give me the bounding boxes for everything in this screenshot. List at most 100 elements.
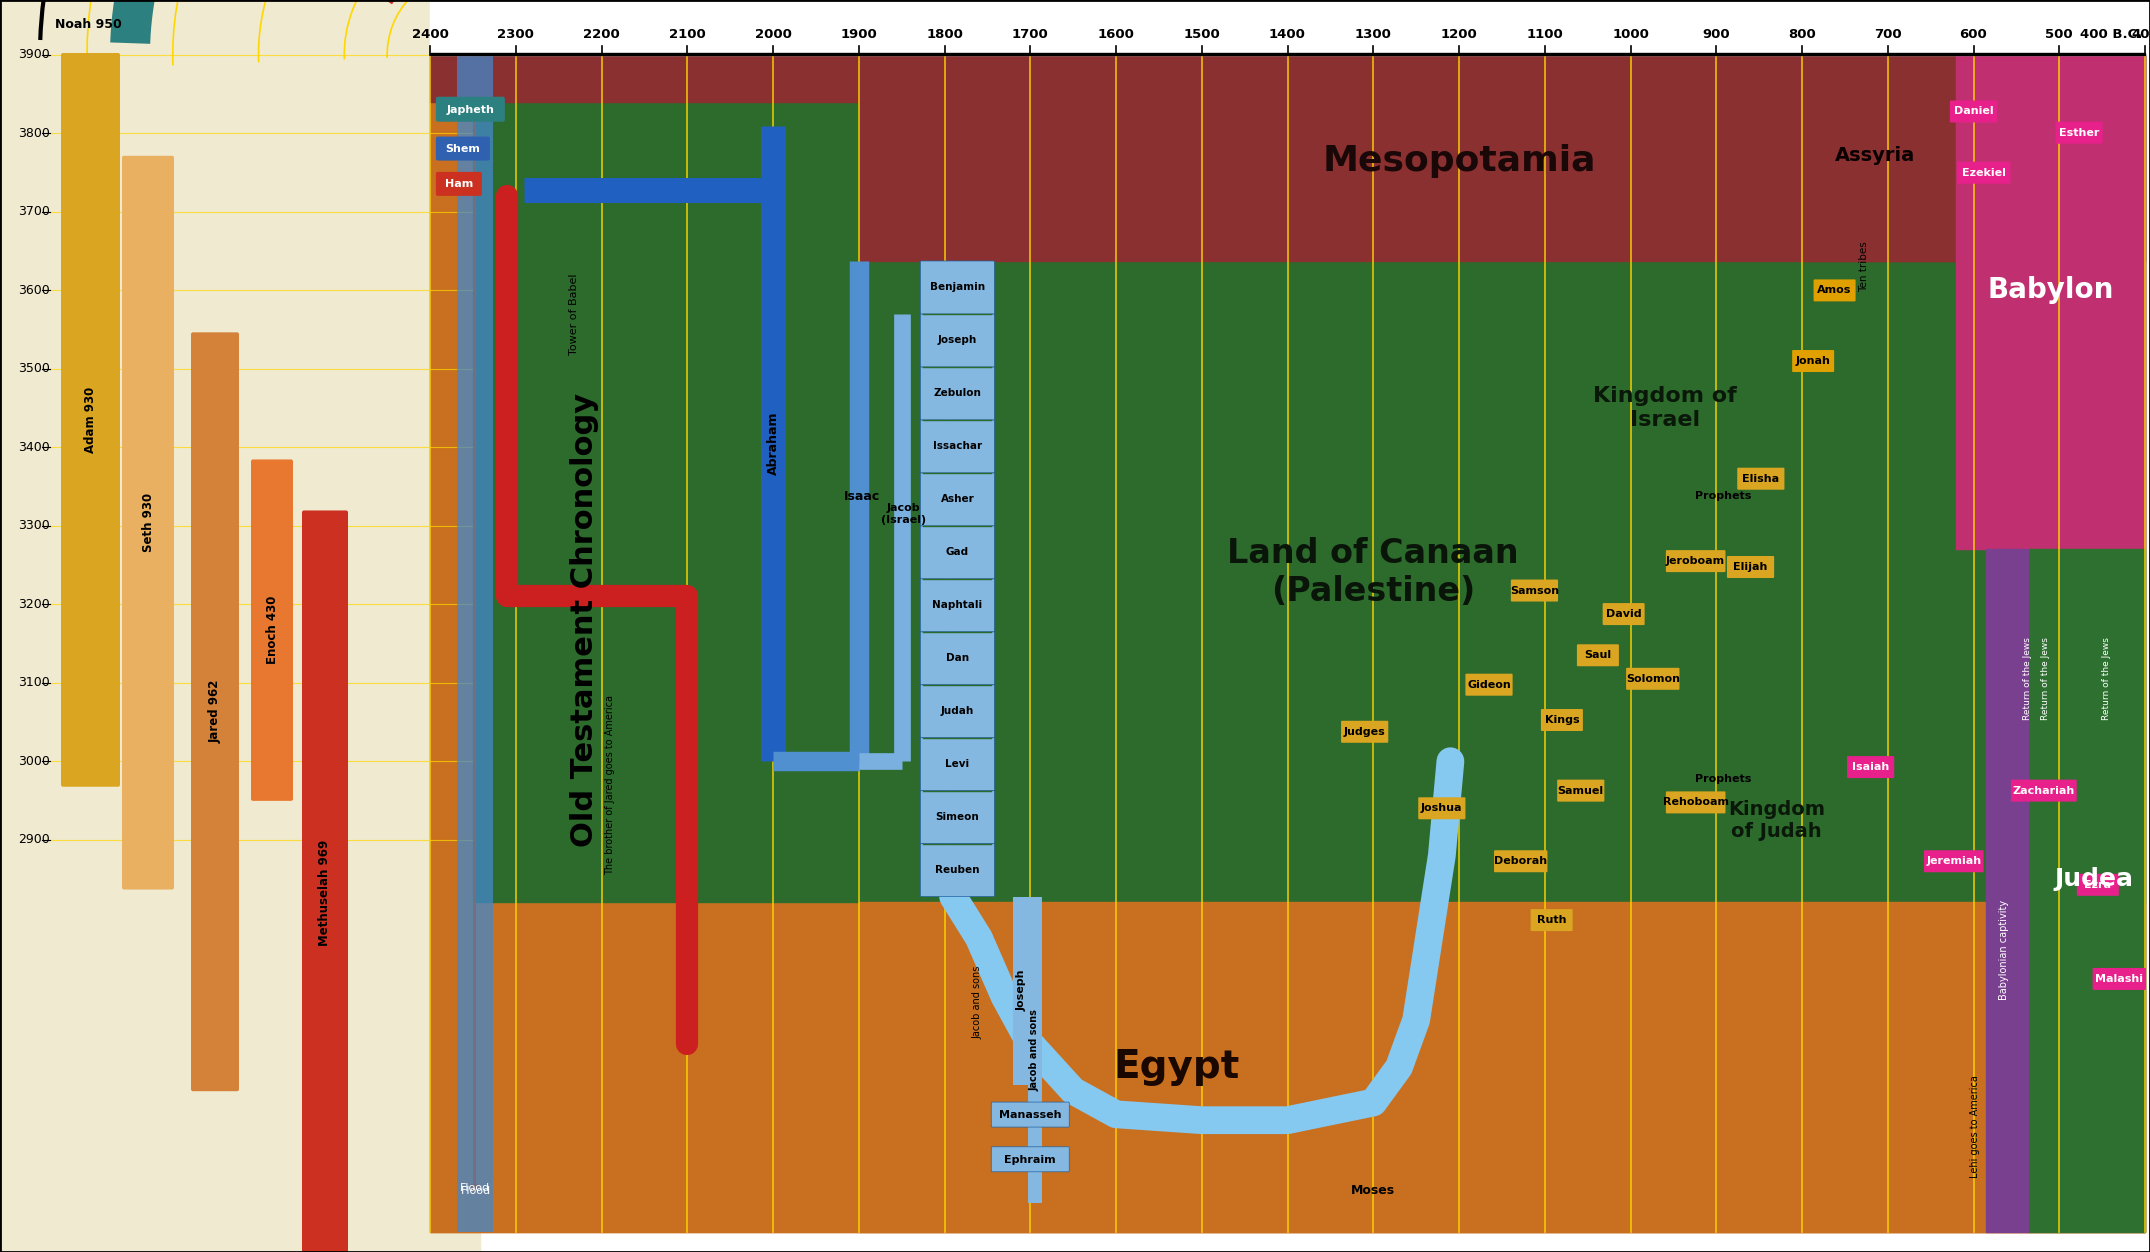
FancyBboxPatch shape <box>1666 791 1726 814</box>
FancyBboxPatch shape <box>1542 709 1582 731</box>
Text: 600: 600 <box>1959 28 1987 41</box>
Text: Return of the Jews: Return of the Jews <box>2103 637 2111 720</box>
Text: Solomon: Solomon <box>1625 674 1679 684</box>
Text: 3800: 3800 <box>17 126 49 140</box>
Text: 2200: 2200 <box>583 28 619 41</box>
Text: Benjamin: Benjamin <box>929 283 985 293</box>
FancyBboxPatch shape <box>1815 279 1855 302</box>
Text: Ten tribes: Ten tribes <box>1860 242 1868 292</box>
FancyBboxPatch shape <box>436 136 490 160</box>
Text: Isaiah: Isaiah <box>1851 762 1890 772</box>
Text: 3000: 3000 <box>17 755 49 767</box>
FancyBboxPatch shape <box>920 844 993 896</box>
FancyBboxPatch shape <box>920 578 993 632</box>
FancyBboxPatch shape <box>1847 756 1894 777</box>
FancyBboxPatch shape <box>1466 674 1514 696</box>
Text: 1900: 1900 <box>841 28 877 41</box>
Text: Egypt: Egypt <box>1114 1048 1238 1087</box>
Bar <box>544 38 587 55</box>
Polygon shape <box>110 0 471 44</box>
Bar <box>456 55 492 1232</box>
Text: 1400: 1400 <box>1268 28 1305 41</box>
Text: Judges: Judges <box>1344 726 1385 736</box>
Text: Tower of Babel: Tower of Babel <box>570 273 578 354</box>
Text: Elijah: Elijah <box>1733 562 1767 572</box>
FancyBboxPatch shape <box>920 314 993 367</box>
FancyBboxPatch shape <box>252 459 292 801</box>
Text: 3200: 3200 <box>17 597 49 611</box>
Text: 2400: 2400 <box>411 28 449 41</box>
FancyBboxPatch shape <box>920 473 993 526</box>
Text: 400: 400 <box>2131 28 2150 41</box>
FancyBboxPatch shape <box>1793 351 1834 372</box>
FancyBboxPatch shape <box>301 511 348 1252</box>
FancyBboxPatch shape <box>920 685 993 737</box>
FancyBboxPatch shape <box>2010 780 2077 801</box>
Text: 1100: 1100 <box>1526 28 1563 41</box>
Bar <box>2027 550 2146 1232</box>
Text: Prophets: Prophets <box>1694 774 1752 784</box>
FancyBboxPatch shape <box>1531 909 1572 931</box>
Text: Ezra: Ezra <box>2083 880 2111 890</box>
Text: Issachar: Issachar <box>933 442 983 452</box>
Text: 3400: 3400 <box>17 441 49 453</box>
Text: Old Testament Chronology: Old Testament Chronology <box>570 393 600 848</box>
Text: Asher: Asher <box>940 495 974 505</box>
Bar <box>430 53 2146 55</box>
Text: Prophets: Prophets <box>1694 491 1752 501</box>
Text: Ephraim: Ephraim <box>1004 1154 1056 1164</box>
Text: Rehoboam: Rehoboam <box>1662 798 1729 808</box>
Text: 1300: 1300 <box>1354 28 1391 41</box>
FancyBboxPatch shape <box>1511 580 1559 601</box>
Text: Methuselah 969: Methuselah 969 <box>318 840 331 945</box>
Text: 2100: 2100 <box>669 28 705 41</box>
Text: Flood: Flood <box>460 1186 490 1196</box>
Text: Abraham: Abraham <box>768 412 780 476</box>
Text: Kingdom of
Israel: Kingdom of Israel <box>1593 387 1737 429</box>
Text: Jacob
(Israel): Jacob (Israel) <box>882 503 927 525</box>
Text: Judea: Judea <box>2053 866 2133 891</box>
Text: Babylonian captivity: Babylonian captivity <box>2000 899 2008 999</box>
Text: Mesopotamia: Mesopotamia <box>1322 144 1595 178</box>
Text: 1800: 1800 <box>927 28 963 41</box>
Text: 3500: 3500 <box>17 362 49 376</box>
Text: 1000: 1000 <box>1612 28 1649 41</box>
Bar <box>430 55 858 103</box>
FancyBboxPatch shape <box>920 419 993 473</box>
Text: The brother of Jared goes to America: The brother of Jared goes to America <box>604 695 615 875</box>
FancyBboxPatch shape <box>436 172 482 195</box>
Text: Gad: Gad <box>946 547 970 557</box>
Text: Simeon: Simeon <box>935 813 978 823</box>
Bar <box>430 0 2146 55</box>
FancyBboxPatch shape <box>1956 162 2010 184</box>
FancyBboxPatch shape <box>920 526 993 578</box>
Text: Ham: Ham <box>445 179 473 189</box>
Text: David: David <box>1606 608 1640 618</box>
Text: 3700: 3700 <box>17 205 49 218</box>
Bar <box>538 21 593 38</box>
Text: 2900: 2900 <box>17 833 49 846</box>
FancyBboxPatch shape <box>1950 100 1997 123</box>
Text: Joseph: Joseph <box>937 336 976 346</box>
Text: 1700: 1700 <box>1013 28 1049 41</box>
Text: Moses: Moses <box>1350 1184 1395 1197</box>
FancyBboxPatch shape <box>991 1102 1069 1127</box>
FancyBboxPatch shape <box>2077 874 2120 895</box>
Text: Malashi: Malashi <box>2096 974 2144 984</box>
Text: 2300: 2300 <box>497 28 533 41</box>
FancyBboxPatch shape <box>1494 850 1548 873</box>
Bar <box>473 55 2146 903</box>
Bar <box>430 55 2146 1232</box>
Text: Naphtali: Naphtali <box>933 600 983 610</box>
Text: Manasseh: Manasseh <box>1000 1111 1062 1121</box>
Text: Shem: Shem <box>445 144 479 154</box>
Text: 400 B.C.: 400 B.C. <box>2079 28 2141 41</box>
FancyBboxPatch shape <box>60 53 120 786</box>
FancyBboxPatch shape <box>1625 667 1679 690</box>
Text: 900: 900 <box>1703 28 1731 41</box>
Text: Samson: Samson <box>1509 586 1559 596</box>
Text: Babylon: Babylon <box>1987 277 2113 304</box>
Text: Seth 930: Seth 930 <box>142 493 155 552</box>
FancyBboxPatch shape <box>1419 798 1466 819</box>
Text: Saul: Saul <box>1585 650 1612 660</box>
